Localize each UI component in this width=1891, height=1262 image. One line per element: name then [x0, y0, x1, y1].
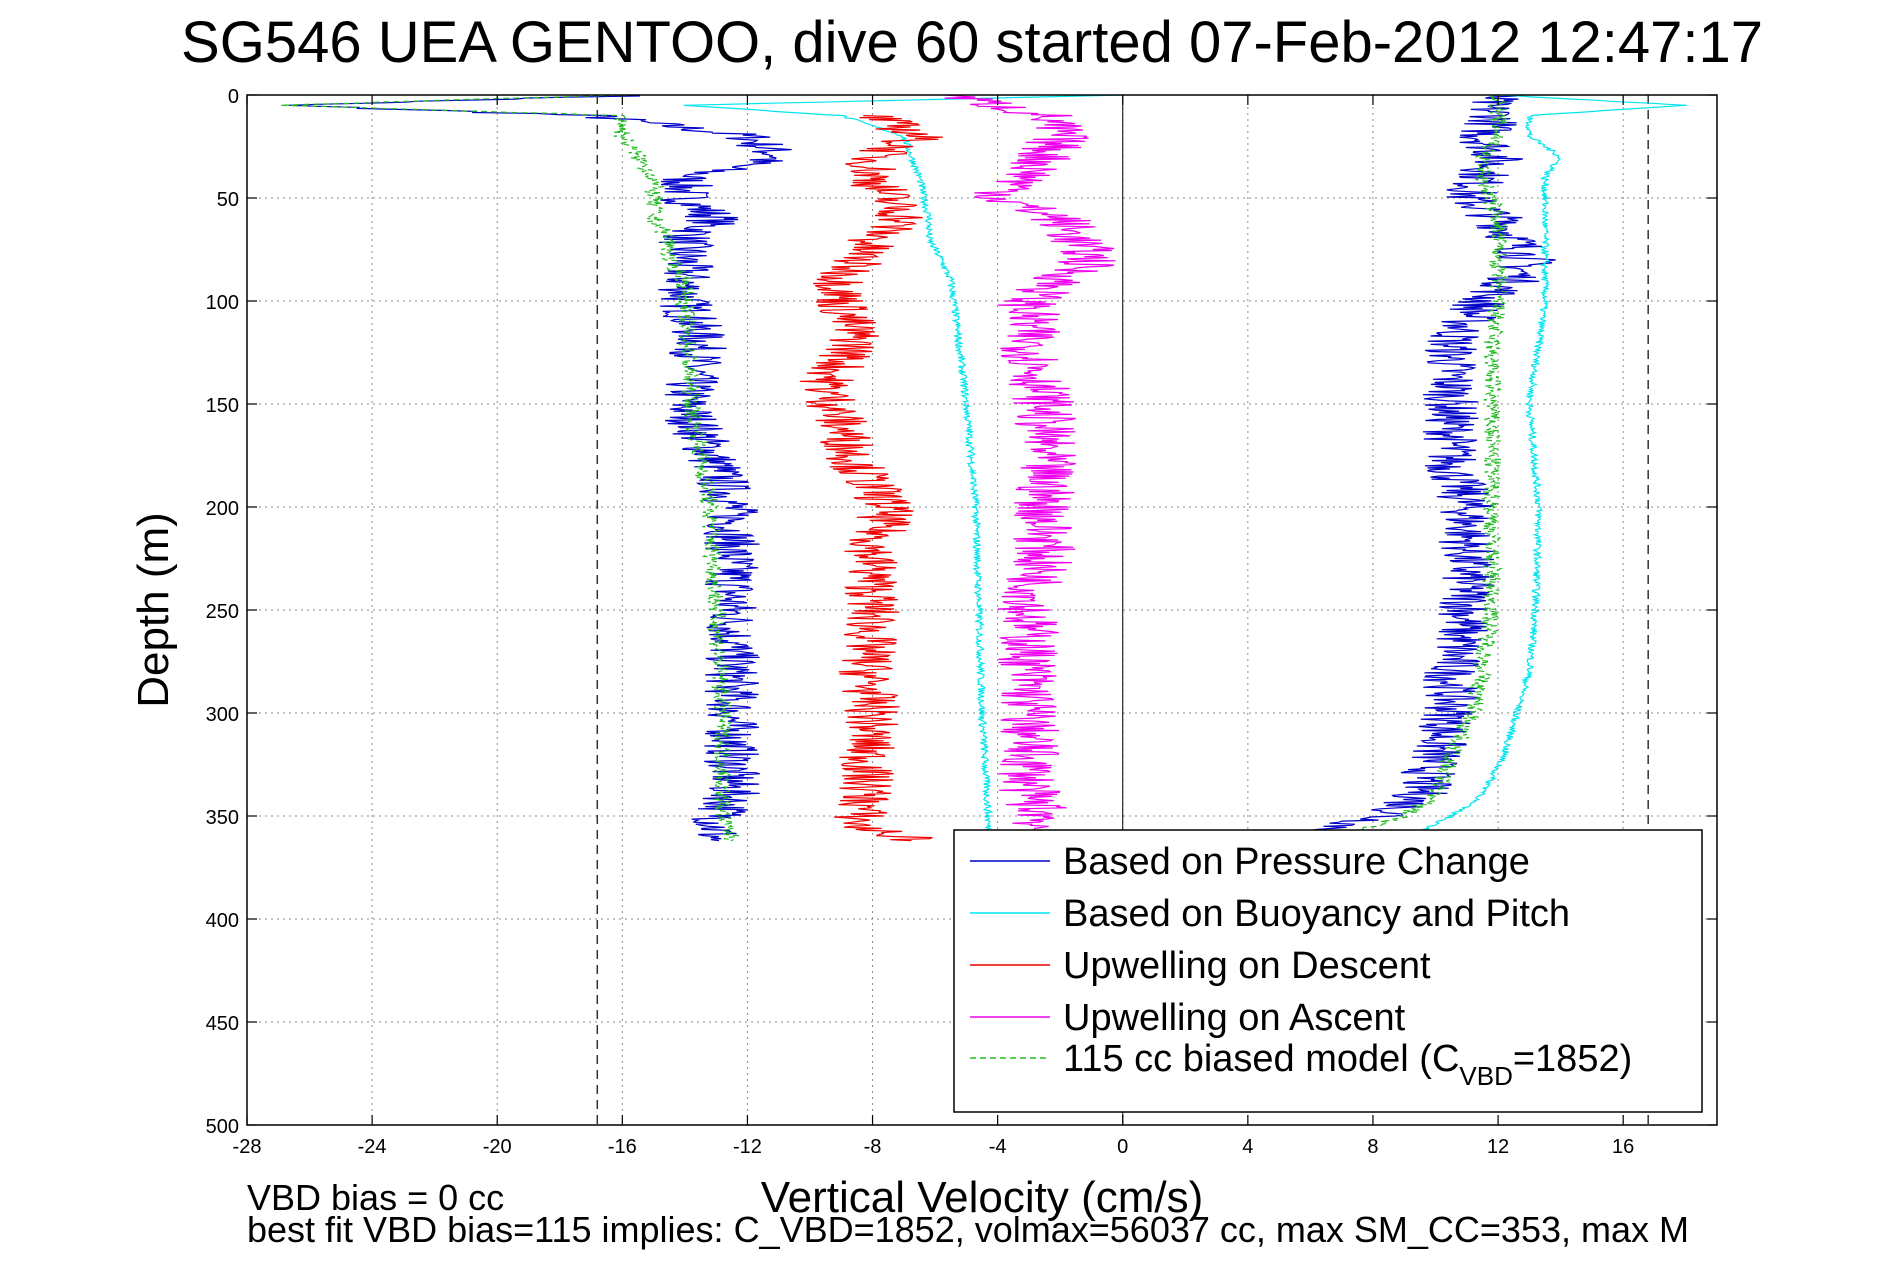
x-ticks: -28 -24 -20 -16 -12 -8 -4 0 4 8 12 16 [233, 95, 1634, 1158]
series-line-descent [280, 94, 740, 842]
x-tick-label: 16 [1612, 1136, 1634, 1158]
y-ticks: 0 50 100 150 200 250 300 350 400 450 500 [206, 86, 1717, 1138]
y-tick-label: 500 [206, 1116, 239, 1138]
legend-label: Based on Pressure Change [1063, 841, 1530, 883]
y-tick-label: 400 [206, 910, 239, 932]
series-line-ascent [944, 94, 1116, 842]
y-tick-label: 350 [206, 807, 239, 829]
y-tick-label: 50 [217, 189, 239, 211]
legend: Based on Pressure Change Based on Buoyanc… [953, 829, 1703, 1113]
y-tick-label: 0 [228, 86, 239, 108]
x-tick-label: -16 [608, 1136, 637, 1158]
x-axis-label: Vertical Velocity (cm/s) [761, 1173, 1204, 1222]
legend-label: Based on Buoyancy and Pitch [1063, 893, 1570, 935]
y-tick-label: 200 [206, 498, 239, 520]
series-0 [288, 94, 1556, 842]
series-line-ascent [1311, 94, 1510, 842]
series-1 [683, 94, 1687, 841]
x-tick-label: 0 [1117, 1136, 1128, 1158]
y-tick-label: 100 [206, 292, 239, 314]
series-line-ascent [1293, 94, 1556, 842]
x-tick-label: -4 [989, 1136, 1007, 1158]
series-3 [944, 94, 1116, 842]
legend-box [953, 829, 1703, 1113]
legend-label: 115 cc biased model (CVBD=1852) [1063, 1038, 1632, 1091]
y-tick-label: 300 [206, 704, 239, 726]
legend-label: Upwelling on Ascent [1063, 997, 1406, 1039]
x-tick-label: -28 [233, 1136, 262, 1158]
y-tick-label: 450 [206, 1013, 239, 1035]
series-4 [280, 94, 1510, 842]
x-tick-label: -20 [483, 1136, 512, 1158]
series-line-descent [799, 115, 943, 842]
x-tick-label: 4 [1242, 1136, 1253, 1158]
x-tick-label: -12 [733, 1136, 762, 1158]
y-axis-label: Depth (m) [129, 512, 178, 708]
y-tick-label: 250 [206, 601, 239, 623]
series-2 [799, 115, 943, 842]
y-tick-label: 150 [206, 395, 239, 417]
x-tick-label: -24 [358, 1136, 387, 1158]
x-tick-label: -8 [864, 1136, 882, 1158]
x-tick-label: 12 [1487, 1136, 1509, 1158]
series-line-descent [683, 94, 1122, 841]
footer-line-1: VBD bias = 0 cc [247, 1177, 504, 1218]
series-lines [280, 94, 1687, 842]
footer-line-2: best fit VBD bias=115 implies: C_VBD=185… [247, 1209, 1689, 1250]
x-tick-label: 8 [1367, 1136, 1378, 1158]
series-line-descent [288, 94, 792, 842]
series-line-ascent [1405, 94, 1687, 841]
chart-title: SG546 UEA GENTOO, dive 60 started 07-Feb… [181, 10, 1763, 75]
legend-label: Upwelling on Descent [1063, 945, 1431, 987]
